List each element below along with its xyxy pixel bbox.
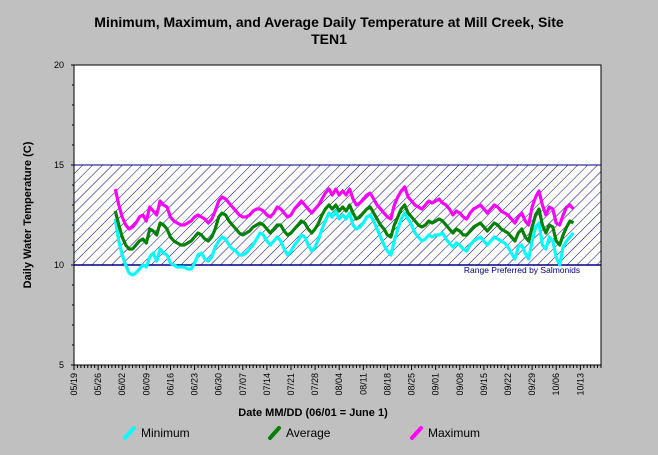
x-tick-label: 06/09	[141, 373, 151, 396]
y-tick-label: 20	[54, 60, 64, 70]
x-tick-label: 06/30	[214, 373, 224, 396]
x-tick-label: 06/16	[165, 373, 175, 396]
x-tick-label: 07/28	[310, 373, 320, 396]
x-tick-label: 08/11	[358, 373, 368, 395]
x-tick-label: 08/18	[382, 373, 392, 396]
x-tick-label: 09/08	[455, 373, 465, 396]
x-tick-label: 07/14	[262, 373, 272, 396]
x-tick-label: 10/06	[551, 373, 561, 396]
x-tick-label: 07/07	[238, 373, 248, 396]
x-axis-title: Date MM/DD (06/01 = June 1)	[238, 407, 388, 419]
x-tick-label: 06/23	[190, 373, 200, 396]
x-tick-label: 07/21	[286, 373, 296, 396]
x-tick-label: 09/22	[503, 373, 513, 396]
x-tick-label: 08/04	[334, 373, 344, 396]
chart-title: Minimum, Maximum, and Average Daily Temp…	[0, 14, 658, 48]
plot-frame	[73, 64, 602, 366]
x-tick-label: 09/15	[479, 373, 489, 396]
chart-title-line-1: Minimum, Maximum, and Average Daily Temp…	[94, 14, 564, 30]
y-axis-title: Daily Water Temperature (C)	[22, 141, 34, 288]
legend: Minimum Average Maximum	[123, 426, 480, 440]
series-line-maximum	[113, 185, 575, 231]
legend-label-maximum: Maximum	[428, 426, 480, 440]
x-tick-label: 09/29	[527, 373, 537, 396]
x-tick-label: 09/01	[431, 373, 441, 396]
series-line-average	[113, 203, 575, 251]
y-tick-label: 15	[54, 160, 64, 170]
legend-label-average: Average	[286, 426, 331, 440]
x-tick-label: 05/19	[69, 373, 79, 396]
series-line-minimum	[113, 209, 575, 277]
x-tick-label: 06/02	[117, 373, 127, 396]
legend-swatch-minimum	[123, 426, 136, 440]
y-tick-label: 5	[59, 360, 64, 370]
legend-swatch-average	[268, 426, 281, 440]
x-tick-label: 10/13	[575, 373, 585, 396]
legend-swatch-maximum	[410, 426, 423, 440]
legend-label-minimum: Minimum	[141, 426, 190, 440]
preferred-range-label: Range Preferred by Salmonids	[464, 265, 580, 275]
y-tick-label: 10	[54, 260, 64, 270]
x-tick-label: 08/25	[407, 373, 417, 396]
x-tick-label: 05/26	[93, 373, 103, 396]
chart-title-line-2: TEN1	[311, 31, 347, 47]
